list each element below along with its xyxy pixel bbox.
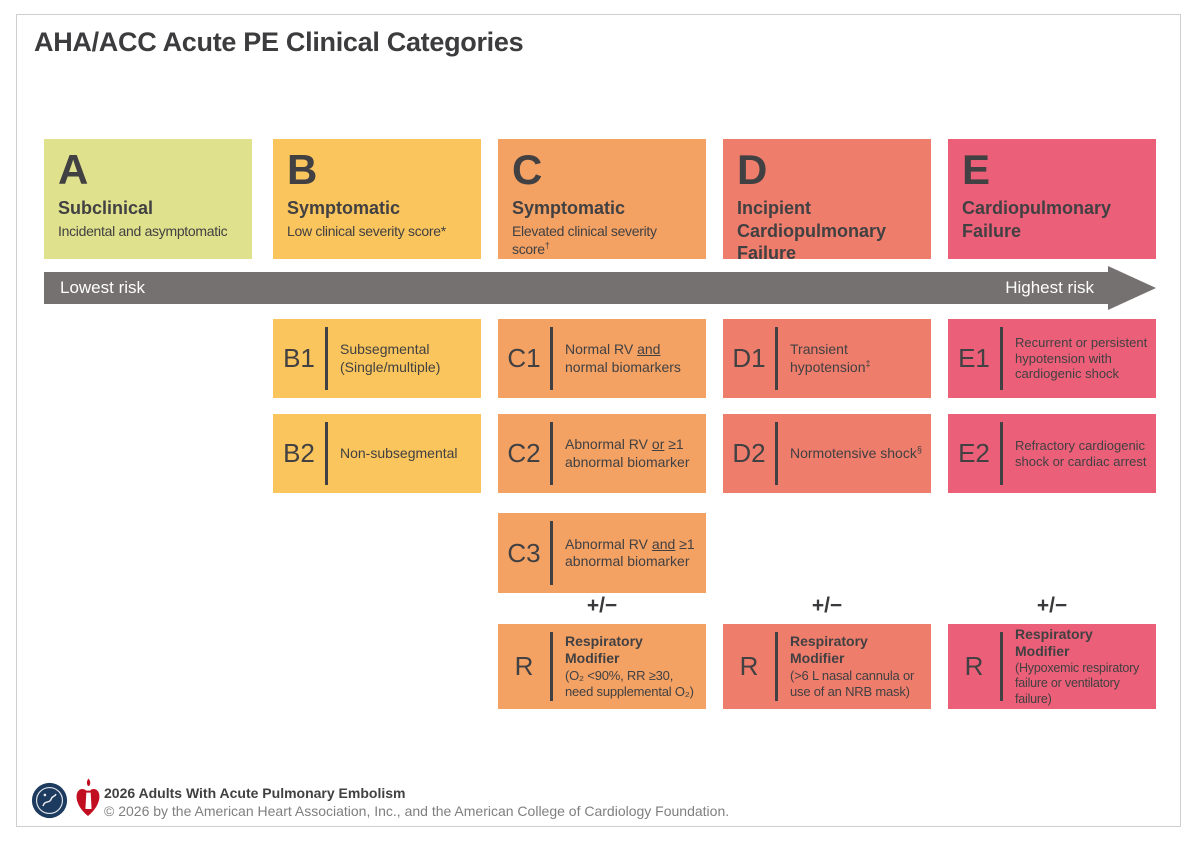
plus-minus-label-d: +/−: [811, 594, 843, 617]
category-name-c: Symptomatic: [512, 198, 626, 218]
subcategory-text-c3: Abnormal RV and ≥1 abnormal biomarker: [565, 535, 695, 570]
modifier-title-e: Respiratory Modifier: [1015, 625, 1093, 660]
category-name-e: Cardiopulmonary Failure: [962, 198, 1112, 241]
subcategory-text-e2: Refractory cardiogenic shock or cardiac …: [1015, 437, 1147, 469]
subcategory-box-c2: C2 Abnormal RV or ≥1 abnormal biomarker: [498, 414, 706, 493]
category-desc-a: Incidental and asymptomatic: [58, 222, 228, 239]
subcategory-text-e1: Recurrent or persistent hypotension with…: [1015, 334, 1148, 382]
modifier-detail-d: (>6 L nasal cannula or use of an NRB mas…: [790, 667, 915, 699]
subcategory-box-e2: E2 Refractory cardiogenic shock or cardi…: [948, 414, 1156, 493]
category-name-b: Symptomatic: [287, 198, 401, 218]
divider: [550, 521, 553, 585]
subcategory-code-c2: C2: [507, 438, 541, 468]
divider: [1000, 632, 1003, 701]
modifier-detail-c: (O₂ <90%, RR ≥30, need supplemental O₂): [565, 667, 694, 699]
infographic-card: AHA/ACC Acute PE Clinical Categories A S…: [16, 14, 1181, 827]
divider: [775, 327, 778, 390]
plus-minus-label-c: +/−: [586, 594, 618, 617]
category-box-c: C Symptomatic Elevated clinical severity…: [498, 139, 706, 259]
modifier-detail-e: (Hypoxemic respiratory failure or ventil…: [1015, 660, 1140, 706]
page-title: AHA/ACC Acute PE Clinical Categories: [34, 27, 524, 57]
subcategory-box-b1: B1 Subsegmental (Single/multiple): [273, 319, 481, 398]
subcategory-box-e1: E1 Recurrent or persistent hypotension w…: [948, 319, 1156, 398]
modifier-box-e: R Respiratory Modifier (Hypoxemic respir…: [948, 624, 1156, 709]
category-letter-a: A: [58, 146, 89, 193]
subcategory-code-b1: B1: [283, 343, 315, 373]
category-letter-c: C: [512, 146, 543, 193]
divider: [550, 632, 553, 701]
acc-seal-icon: [31, 782, 68, 824]
divider: [775, 632, 778, 701]
footer-copyright: © 2026 by the American Heart Association…: [104, 803, 730, 819]
modifier-title-d: Respiratory Modifier: [790, 632, 868, 667]
subcategory-text-c1: Normal RV and normal biomarkers: [565, 341, 681, 375]
category-letter-b: B: [287, 146, 318, 193]
modifier-code-d: R: [739, 651, 759, 681]
modifier-title-c: Respiratory Modifier: [565, 632, 643, 667]
subcategory-code-e2: E2: [958, 438, 990, 468]
divider: [550, 327, 553, 390]
modifier-code-c: R: [514, 651, 534, 681]
highest-risk-label: Highest risk: [1005, 278, 1094, 297]
subcategory-code-d2: D2: [732, 438, 766, 468]
subcategory-code-c1: C1: [507, 343, 541, 373]
subcategory-box-c1: C1 Normal RV and normal biomarkers: [498, 319, 706, 398]
plus-minus-label-e: +/−: [1036, 594, 1068, 617]
category-name-d: Incipient Cardiopulmonary Failure: [737, 198, 887, 263]
risk-arrow: Lowest risk Highest risk: [44, 272, 1108, 304]
subcategory-code-d1: D1: [732, 343, 766, 373]
subcategory-text-d1: Transient hypotension‡: [790, 341, 871, 375]
divider: [325, 327, 328, 390]
subcategory-box-d1: D1 Transient hypotension‡: [723, 319, 931, 398]
category-letter-e: E: [962, 146, 991, 193]
category-box-e: E Cardiopulmonary Failure: [948, 139, 1156, 259]
category-desc-c: Elevated clinical severity score†: [512, 222, 657, 257]
category-name-a: Subclinical: [58, 198, 154, 218]
modifier-box-c: R Respiratory Modifier (O₂ <90%, RR ≥30,…: [498, 624, 706, 709]
subcategory-text-d2: Normotensive shock§: [790, 444, 922, 461]
risk-arrow-head-icon: [1108, 266, 1156, 310]
subcategory-code-c3: C3: [507, 537, 541, 568]
modifier-code-e: R: [964, 651, 984, 681]
modifier-box-d: R Respiratory Modifier (>6 L nasal cannu…: [723, 624, 931, 709]
divider: [325, 422, 328, 485]
subcategory-text-b2: Non-subsegmental: [340, 444, 458, 461]
subcategory-text-c2: Abnormal RV or ≥1 abnormal biomarker: [565, 436, 690, 470]
category-letter-d: D: [737, 146, 768, 193]
divider: [1000, 327, 1003, 390]
category-desc-b: Low clinical severity score*: [287, 222, 446, 239]
subcategory-box-b2: B2 Non-subsegmental: [273, 414, 481, 493]
divider: [775, 422, 778, 485]
footer-title: 2026 Adults With Acute Pulmonary Embolis…: [104, 785, 406, 801]
category-box-d: D Incipient Cardiopulmonary Failure: [723, 139, 931, 263]
divider: [1000, 422, 1003, 485]
subcategory-code-e1: E1: [958, 343, 990, 373]
subcategory-code-b2: B2: [283, 438, 315, 468]
subcategory-text-b1: Subsegmental (Single/multiple): [340, 341, 441, 375]
lowest-risk-label: Lowest risk: [60, 278, 146, 297]
category-box-a: A Subclinical Incidental and asymptomati…: [44, 139, 252, 259]
category-box-b: B Symptomatic Low clinical severity scor…: [273, 139, 481, 259]
divider: [550, 422, 553, 485]
aha-heart-torch-icon: [72, 778, 104, 825]
subcategory-box-c3: C3 Abnormal RV and ≥1 abnormal biomarker: [498, 513, 706, 593]
subcategory-box-d2: D2 Normotensive shock§: [723, 414, 931, 493]
